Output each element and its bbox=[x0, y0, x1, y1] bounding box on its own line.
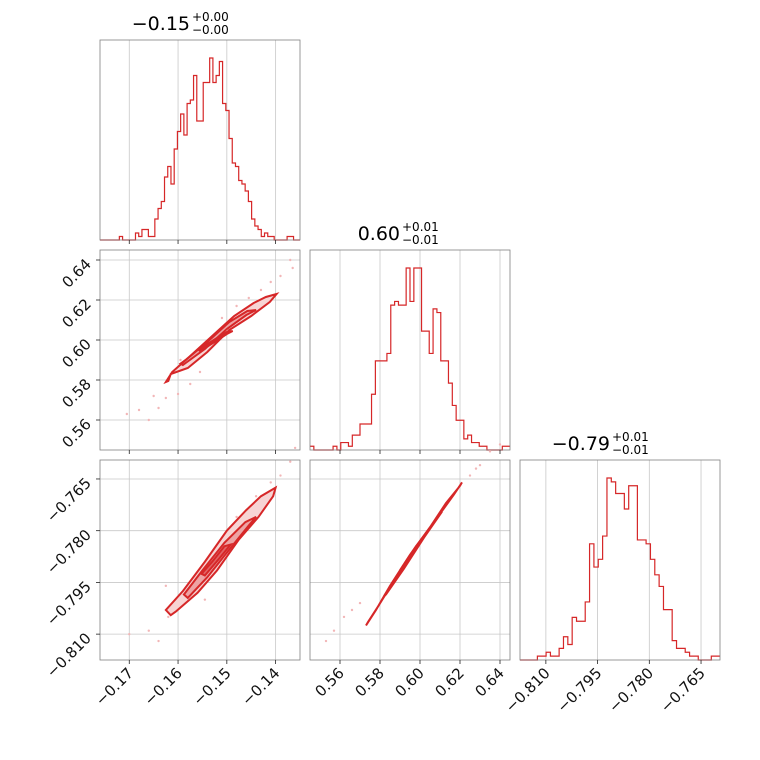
sample-point bbox=[279, 274, 282, 278]
param-title-plus: +0.01 bbox=[402, 220, 439, 234]
sample-point bbox=[332, 629, 336, 632]
sample-point bbox=[342, 615, 346, 619]
pair-panel-2 bbox=[309, 443, 511, 664]
diag-panel-0: −0.15 +0.00−0.00 bbox=[99, 10, 301, 244]
chart-root: −0.15 +0.00−0.000.60 +0.01−0.01−0.79 +0.01−… bbox=[43, 10, 721, 716]
x-tick-label: 0.58 bbox=[351, 664, 387, 700]
param-title-median: −0.79 bbox=[552, 433, 610, 455]
contour-line-0 bbox=[164, 485, 278, 617]
param-title-median: −0.15 bbox=[132, 13, 190, 35]
param-title-plus: +0.01 bbox=[612, 430, 649, 444]
sample-point bbox=[167, 615, 170, 619]
x-tick-label: 0.56 bbox=[311, 664, 347, 700]
sample-point bbox=[198, 370, 202, 374]
sample-point bbox=[164, 584, 168, 588]
x-tick-label: −0.810 bbox=[502, 664, 554, 716]
contour-line-0 bbox=[163, 292, 280, 385]
histogram-step-1 bbox=[310, 267, 510, 451]
x-tick-label: 0.64 bbox=[471, 664, 507, 700]
contour-line-1 bbox=[383, 511, 443, 597]
param-title-0: −0.15 +0.00−0.00 bbox=[132, 10, 229, 37]
diag-panel-2: −0.79 +0.01−0.01 bbox=[519, 430, 721, 664]
sample-point bbox=[279, 474, 282, 477]
sample-point bbox=[468, 474, 472, 477]
sample-point bbox=[289, 258, 292, 262]
panel-frame bbox=[309, 459, 511, 661]
param-title-1: 0.60 +0.01−0.01 bbox=[358, 220, 439, 247]
sample-point bbox=[289, 460, 292, 463]
x-tick-label: −0.14 bbox=[238, 664, 283, 709]
panel-frame bbox=[99, 39, 301, 241]
histogram-step-2 bbox=[520, 477, 720, 661]
sample-point bbox=[189, 382, 192, 386]
sample-point bbox=[164, 396, 168, 400]
param-title-2: −0.79 +0.01−0.01 bbox=[552, 430, 649, 457]
pair-panel-1 bbox=[96, 446, 301, 664]
sample-point bbox=[291, 266, 294, 270]
sample-point bbox=[358, 601, 362, 605]
param-title-minus: −0.01 bbox=[612, 443, 649, 457]
sample-point bbox=[293, 446, 297, 450]
y-tick-label: −0.780 bbox=[43, 526, 95, 578]
sample-point bbox=[157, 639, 160, 643]
param-title-plus: +0.00 bbox=[192, 10, 229, 24]
y-tick-label: 0.58 bbox=[58, 375, 94, 411]
sample-point bbox=[147, 629, 150, 632]
sample-point bbox=[125, 412, 129, 416]
panel-frame bbox=[519, 459, 721, 661]
y-tick-label: 0.62 bbox=[58, 295, 94, 331]
pair-panel-0 bbox=[96, 249, 301, 454]
x-tick-label: −0.795 bbox=[553, 664, 605, 716]
panel-frame bbox=[99, 459, 301, 661]
sample-point bbox=[259, 288, 263, 292]
sample-point bbox=[235, 304, 238, 308]
param-title-minus: −0.01 bbox=[402, 233, 439, 247]
y-tick-label: −0.795 bbox=[43, 578, 95, 630]
sample-point bbox=[203, 598, 207, 601]
sample-point bbox=[137, 408, 141, 412]
panel-frame bbox=[309, 249, 511, 451]
histogram-step-0 bbox=[100, 57, 300, 241]
x-tick-label: −0.765 bbox=[657, 664, 709, 716]
sample-point bbox=[254, 495, 258, 498]
x-tick-label: 0.60 bbox=[391, 664, 427, 700]
sample-point bbox=[269, 280, 272, 284]
sample-point bbox=[474, 467, 478, 470]
sample-point bbox=[179, 358, 182, 362]
sample-point bbox=[269, 481, 272, 484]
y-tick-label: 0.56 bbox=[58, 415, 94, 451]
sample-point bbox=[498, 443, 502, 446]
y-tick-label: 0.64 bbox=[58, 255, 94, 291]
sample-point bbox=[147, 418, 150, 422]
sample-point bbox=[128, 632, 131, 636]
contour-line-2 bbox=[399, 530, 429, 572]
sample-point bbox=[157, 406, 160, 410]
x-tick-label: 0.62 bbox=[431, 664, 467, 700]
sample-point bbox=[247, 296, 250, 300]
contour-line-2 bbox=[199, 542, 234, 577]
x-tick-label: −0.17 bbox=[92, 664, 137, 709]
param-title-minus: −0.00 bbox=[192, 23, 229, 37]
sample-point bbox=[488, 450, 492, 453]
y-tick-label: 0.60 bbox=[58, 335, 94, 371]
diag-panel-1: 0.60 +0.01−0.01 bbox=[309, 220, 511, 454]
x-tick-label: −0.16 bbox=[141, 664, 186, 709]
sample-point bbox=[220, 316, 224, 320]
sample-point bbox=[235, 515, 238, 519]
panel-frame bbox=[99, 249, 301, 451]
contour-line-1 bbox=[182, 515, 257, 600]
sample-point bbox=[152, 394, 155, 398]
sample-point bbox=[478, 463, 482, 467]
sample-point bbox=[324, 639, 328, 643]
y-tick-label: −0.810 bbox=[43, 629, 95, 681]
x-tick-label: −0.15 bbox=[189, 664, 234, 709]
contour-line-2 bbox=[196, 330, 234, 353]
sample-point bbox=[350, 608, 354, 612]
y-tick-label: −0.765 bbox=[43, 474, 95, 526]
param-title-median: 0.60 bbox=[358, 223, 400, 245]
x-tick-label: −0.780 bbox=[605, 664, 657, 716]
sample-point bbox=[176, 392, 180, 396]
